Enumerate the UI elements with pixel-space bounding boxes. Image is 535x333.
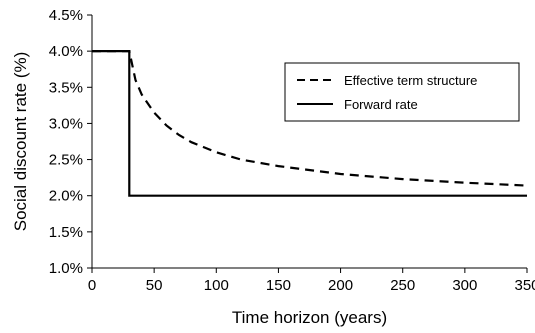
y-tick-label: 2.5% [49,152,83,169]
series-group [92,49,528,197]
y-axis-title: Social discount rate (%) [11,52,30,232]
axes [91,15,527,269]
x-axis-title: Time horizon (years) [232,308,387,327]
x-axis-ticks: 0 50 100 150 200 250 300 350 [88,268,535,294]
y-tick-label: 1.0% [49,260,83,277]
legend-label-forward-rate: Forward rate [344,97,418,112]
legend-label-effective-term-structure: Effective term structure [344,73,477,88]
y-tick-label: 4.0% [49,43,83,60]
y-axis-ticks: 1.0% 1.5% 2.0% 2.5% 3.0% 3.5% 4.0% 4.5% [49,7,92,277]
y-tick-label: 3.0% [49,115,83,132]
legend-box [284,62,520,122]
x-tick-label: 50 [146,277,163,294]
x-tick-label: 350 [514,277,535,294]
x-tick-label: 150 [266,277,291,294]
x-tick-label: 100 [204,277,229,294]
x-tick-label: 300 [452,277,477,294]
series-line-forward-rate [92,49,527,197]
x-tick-label: 0 [88,277,96,294]
y-tick-label: 1.5% [49,224,83,241]
y-tick-label: 2.0% [49,188,83,205]
y-tick-label: 3.5% [49,79,83,96]
x-tick-label: 250 [390,277,415,294]
y-tick-label: 4.5% [49,7,83,24]
x-tick-label: 200 [328,277,353,294]
series-line-effective-term-structure [92,49,528,187]
legend: Effective term structure Forward rate [284,62,520,122]
